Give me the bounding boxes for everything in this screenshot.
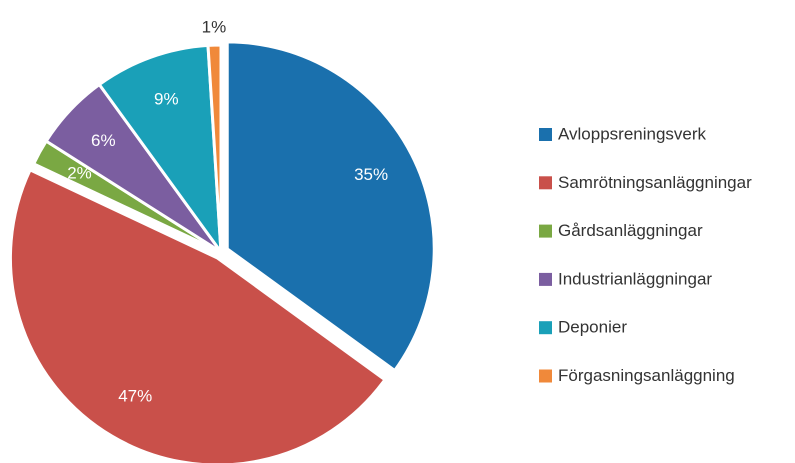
legend-swatch (539, 128, 552, 141)
legend-swatch (539, 272, 552, 286)
legend-swatch (539, 224, 552, 238)
slice-label: 47% (118, 386, 152, 405)
slice-label: 35% (354, 165, 388, 184)
pie-slice (8, 168, 387, 463)
slice-label: 6% (91, 131, 116, 150)
legend-label: Förgasningsanläggning (558, 366, 735, 385)
pie-slice (206, 43, 223, 254)
legend-label: Samrötningsanläggningar (558, 173, 752, 192)
legend-swatch (539, 176, 552, 190)
slice-label: 1% (202, 18, 227, 37)
legend-label: Avloppsreningsverk (558, 124, 707, 143)
legend-swatch (539, 321, 552, 335)
legend-label: Industrianläggningar (558, 269, 712, 288)
pie-slice (97, 43, 223, 254)
legend-label: Gårdsanläggningar (558, 221, 703, 240)
slice-label: 2% (67, 164, 92, 183)
legend-label: Deponier (558, 318, 627, 337)
pie-slice (225, 40, 436, 372)
slice-label: 9% (154, 90, 179, 109)
legend-swatch (539, 369, 552, 383)
